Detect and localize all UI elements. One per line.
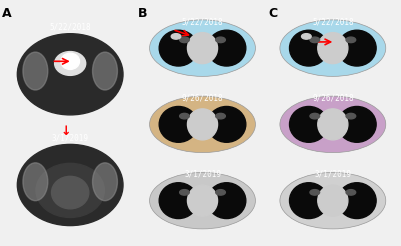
Ellipse shape bbox=[36, 163, 104, 217]
Circle shape bbox=[346, 113, 356, 119]
Ellipse shape bbox=[187, 185, 217, 216]
Ellipse shape bbox=[187, 33, 217, 64]
Circle shape bbox=[216, 190, 225, 195]
Text: 3/1/2019: 3/1/2019 bbox=[314, 170, 351, 179]
Ellipse shape bbox=[290, 30, 328, 66]
Ellipse shape bbox=[207, 107, 246, 142]
Circle shape bbox=[171, 34, 181, 39]
Circle shape bbox=[180, 37, 189, 43]
Ellipse shape bbox=[207, 30, 246, 66]
Ellipse shape bbox=[290, 183, 328, 218]
Text: 9/26/2018: 9/26/2018 bbox=[312, 93, 354, 102]
Circle shape bbox=[180, 113, 189, 119]
Ellipse shape bbox=[93, 163, 117, 201]
Text: 5/22/2018: 5/22/2018 bbox=[49, 22, 91, 31]
Text: ↓: ↓ bbox=[61, 125, 71, 138]
Ellipse shape bbox=[318, 109, 348, 140]
Ellipse shape bbox=[17, 34, 123, 115]
Circle shape bbox=[310, 190, 320, 195]
Text: B: B bbox=[138, 7, 148, 20]
Text: 9/26/2018: 9/26/2018 bbox=[182, 93, 223, 102]
Circle shape bbox=[180, 190, 189, 195]
Ellipse shape bbox=[93, 52, 117, 90]
Ellipse shape bbox=[280, 20, 386, 76]
Ellipse shape bbox=[159, 30, 198, 66]
Ellipse shape bbox=[338, 183, 376, 218]
Ellipse shape bbox=[52, 176, 89, 209]
Ellipse shape bbox=[187, 109, 217, 140]
Ellipse shape bbox=[150, 96, 255, 153]
Circle shape bbox=[310, 113, 320, 119]
Ellipse shape bbox=[318, 185, 348, 216]
Text: 5/22/2018: 5/22/2018 bbox=[312, 17, 354, 26]
Ellipse shape bbox=[318, 33, 348, 64]
Circle shape bbox=[346, 37, 356, 43]
Circle shape bbox=[216, 113, 225, 119]
Text: C: C bbox=[269, 7, 278, 20]
Ellipse shape bbox=[150, 172, 255, 229]
Ellipse shape bbox=[55, 52, 86, 75]
Ellipse shape bbox=[207, 183, 246, 218]
Circle shape bbox=[346, 190, 356, 195]
Ellipse shape bbox=[338, 30, 376, 66]
Text: 3/1/2019: 3/1/2019 bbox=[52, 133, 89, 142]
Ellipse shape bbox=[23, 163, 48, 201]
Circle shape bbox=[302, 34, 311, 39]
Circle shape bbox=[216, 37, 225, 43]
Ellipse shape bbox=[338, 107, 376, 142]
Ellipse shape bbox=[17, 144, 123, 226]
Ellipse shape bbox=[61, 53, 79, 69]
Ellipse shape bbox=[280, 172, 386, 229]
Circle shape bbox=[310, 37, 320, 43]
Ellipse shape bbox=[290, 107, 328, 142]
Text: 3/1/2019: 3/1/2019 bbox=[184, 170, 221, 179]
Ellipse shape bbox=[23, 52, 48, 90]
Ellipse shape bbox=[150, 20, 255, 76]
Ellipse shape bbox=[159, 107, 198, 142]
Ellipse shape bbox=[159, 183, 198, 218]
Text: A: A bbox=[2, 7, 12, 20]
Ellipse shape bbox=[280, 96, 386, 153]
Text: 5/22/2018: 5/22/2018 bbox=[182, 17, 223, 26]
